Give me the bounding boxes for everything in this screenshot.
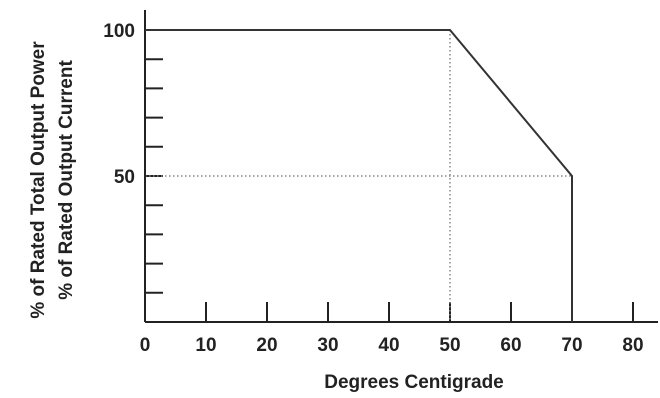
y-axis-title-current: % of Rated Output Current xyxy=(56,60,77,300)
y-axis-title-power: % of Rated Total Output Power xyxy=(28,41,49,319)
x-tick-label-20: 20 xyxy=(256,335,277,356)
y-tick-label-100: 100 xyxy=(103,21,135,42)
tick-labels: 0 10 20 30 40 50 60 70 80 100 50 xyxy=(103,21,643,356)
x-axis-title: Degrees Centigrade xyxy=(324,372,504,393)
x-tick-label-30: 30 xyxy=(317,335,338,356)
x-tick-label-70: 70 xyxy=(561,335,582,356)
reference-lines xyxy=(145,30,572,322)
x-tick-label-50: 50 xyxy=(439,335,460,356)
ticks-layer xyxy=(145,58,634,322)
y-tick-label-50: 50 xyxy=(114,167,135,188)
x-tick-label-80: 80 xyxy=(622,335,643,356)
x-tick-label-40: 40 xyxy=(378,335,399,356)
x-tick-label-60: 60 xyxy=(500,335,521,356)
x-tick-label-10: 10 xyxy=(195,335,216,356)
x-tick-label-0: 0 xyxy=(140,335,151,356)
series-line xyxy=(145,29,573,322)
